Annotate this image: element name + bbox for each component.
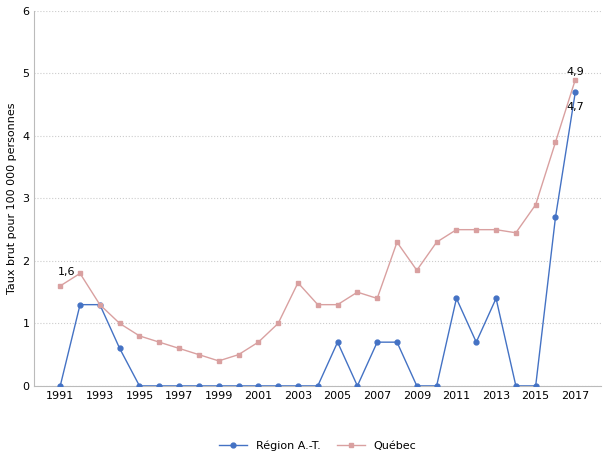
Québec (255, 340, 262, 345)
Québec (492, 227, 500, 232)
Québec (96, 302, 103, 307)
Région A.-T. (492, 296, 500, 301)
Québec (512, 230, 519, 236)
Québec (274, 321, 282, 326)
Québec (136, 333, 143, 339)
Québec (453, 227, 460, 232)
Région A.-T. (215, 383, 223, 389)
Région A.-T. (552, 214, 559, 220)
Région A.-T. (572, 89, 579, 95)
Québec (572, 77, 579, 83)
Québec (413, 267, 421, 273)
Québec (393, 239, 401, 245)
Région A.-T. (255, 383, 262, 389)
Région A.-T. (294, 383, 302, 389)
Région A.-T. (413, 383, 421, 389)
Legend: Région A.-T., Québec: Région A.-T., Québec (215, 436, 421, 454)
Québec (354, 290, 361, 295)
Québec (552, 139, 559, 145)
Région A.-T. (235, 383, 242, 389)
Québec (373, 296, 381, 301)
Québec (334, 302, 341, 307)
Québec (195, 352, 202, 357)
Région A.-T. (433, 383, 440, 389)
Région A.-T. (532, 383, 539, 389)
Région A.-T. (77, 302, 84, 307)
Région A.-T. (156, 383, 163, 389)
Région A.-T. (354, 383, 361, 389)
Région A.-T. (96, 302, 103, 307)
Line: Québec: Québec (58, 77, 578, 363)
Québec (116, 321, 123, 326)
Région A.-T. (116, 345, 123, 351)
Région A.-T. (373, 340, 381, 345)
Text: 1,6: 1,6 (58, 266, 76, 276)
Québec (176, 345, 183, 351)
Québec (433, 239, 440, 245)
Québec (472, 227, 480, 232)
Y-axis label: Taux brut pour 100 000 personnes: Taux brut pour 100 000 personnes (7, 103, 17, 294)
Région A.-T. (274, 383, 282, 389)
Région A.-T. (393, 340, 401, 345)
Région A.-T. (176, 383, 183, 389)
Québec (215, 358, 223, 364)
Région A.-T. (195, 383, 202, 389)
Québec (57, 283, 64, 289)
Text: 4,9: 4,9 (567, 67, 584, 77)
Région A.-T. (453, 296, 460, 301)
Région A.-T. (57, 383, 64, 389)
Québec (532, 202, 539, 207)
Région A.-T. (136, 383, 143, 389)
Québec (77, 271, 84, 276)
Québec (294, 280, 302, 286)
Québec (156, 340, 163, 345)
Région A.-T. (334, 340, 341, 345)
Line: Région A.-T.: Région A.-T. (58, 90, 578, 388)
Text: 4,7: 4,7 (567, 102, 584, 112)
Région A.-T. (512, 383, 519, 389)
Région A.-T. (472, 340, 480, 345)
Québec (314, 302, 322, 307)
Québec (235, 352, 242, 357)
Région A.-T. (314, 383, 322, 389)
